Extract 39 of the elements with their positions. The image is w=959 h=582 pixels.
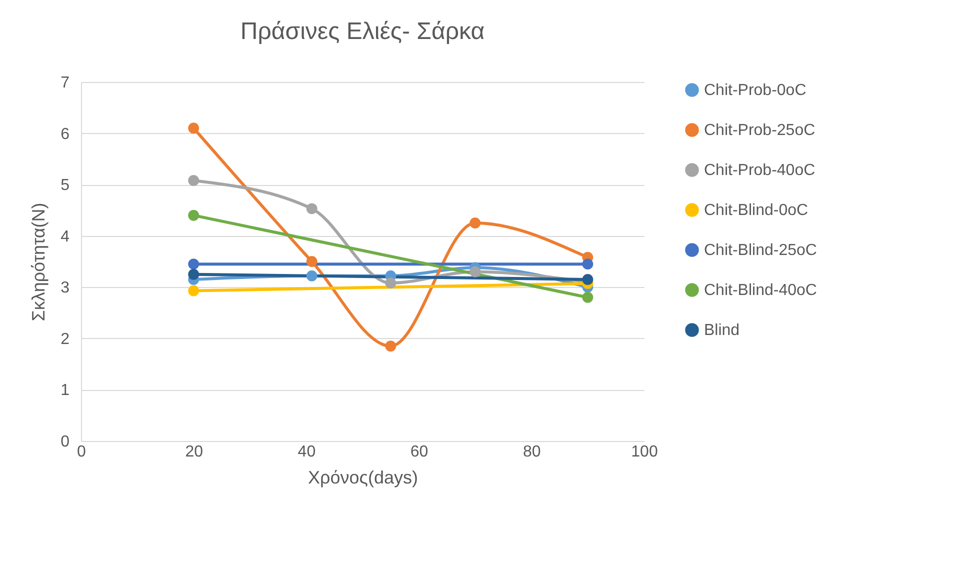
y-tick-label: 4	[60, 228, 70, 246]
x-tick-label: 0	[77, 444, 86, 460]
x-tick-label: 20	[185, 444, 204, 460]
y-axis-title: Σκληρότητα(N)	[28, 202, 49, 322]
legend-label: Blind	[704, 322, 740, 339]
legend-label: Chit-Prob-40oC	[704, 162, 816, 179]
point	[582, 258, 594, 270]
y-tick-label: 7	[60, 74, 70, 92]
x-tick-label: 60	[410, 444, 428, 460]
point	[306, 256, 318, 267]
point	[188, 210, 200, 221]
point	[188, 122, 200, 134]
x-axis-title: Χρόνος(days)	[308, 468, 418, 488]
legend-label: Chit-Blind-0oC	[704, 202, 808, 219]
point	[582, 274, 594, 285]
chart-title: Πράσινες Ελιές- Σάρκα	[240, 18, 485, 45]
x-tick-label: 100	[631, 444, 658, 460]
y-tick-label: 3	[60, 280, 70, 297]
x-tick-label: 80	[523, 444, 541, 460]
point	[470, 266, 481, 278]
point	[188, 258, 200, 270]
point	[582, 292, 594, 303]
point	[385, 278, 396, 289]
y-tick-label: 1	[60, 382, 70, 400]
y-tick-label: 6	[60, 126, 70, 143]
point	[306, 270, 318, 282]
y-tick-label: 2	[60, 330, 70, 348]
point	[470, 218, 481, 228]
point	[385, 340, 396, 352]
legend-label: Chit-Blind-25oC	[704, 242, 817, 259]
point	[188, 285, 200, 296]
point	[188, 268, 200, 280]
y-tick-label: 5	[60, 177, 70, 194]
x-tick-label: 40	[298, 444, 316, 460]
point	[306, 203, 318, 214]
legend-label: Chit-Prob-25oC	[704, 122, 816, 139]
point	[188, 175, 200, 186]
legend-label: Chit-Prob-0oC	[704, 82, 806, 99]
legend-label: Chit-Blind-40oC	[704, 282, 817, 299]
